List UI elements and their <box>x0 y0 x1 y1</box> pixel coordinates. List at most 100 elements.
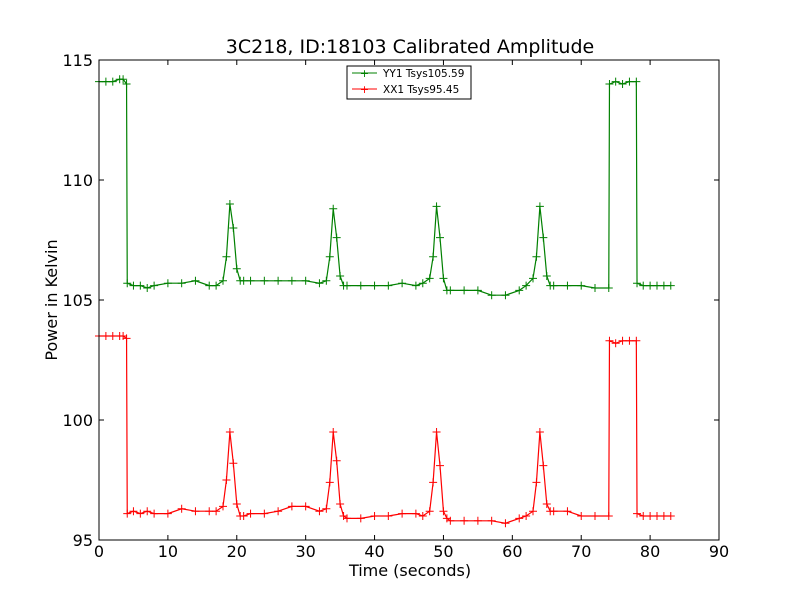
data-point-xx1 <box>356 514 365 523</box>
y-tick-label: 100 <box>62 411 93 430</box>
data-point-yy1 <box>501 291 510 300</box>
data-point-yy1 <box>329 204 338 213</box>
data-point-xx1 <box>639 512 648 520</box>
data-point-yy1 <box>122 80 131 88</box>
data-point-xx1 <box>611 339 620 348</box>
data-point-yy1 <box>398 279 407 288</box>
data-point-xx1 <box>515 514 524 523</box>
data-point-yy1 <box>646 281 655 290</box>
data-point-xx1 <box>205 507 214 516</box>
data-point-xx1 <box>460 516 469 525</box>
data-point-xx1 <box>529 507 537 516</box>
data-point-xx1 <box>632 336 641 345</box>
data-point-yy1 <box>260 276 269 285</box>
data-point-xx1 <box>301 502 310 511</box>
data-point-xx1 <box>246 509 255 518</box>
data-point-yy1 <box>343 281 351 290</box>
data-point-yy1 <box>639 281 648 290</box>
data-point-yy1 <box>605 80 614 88</box>
data-point-xx1 <box>439 507 448 516</box>
data-point-yy1 <box>332 233 341 242</box>
data-point-yy1 <box>222 252 231 261</box>
data-point-yy1 <box>439 274 448 283</box>
data-point-yy1 <box>336 272 345 280</box>
x-tick-label: 30 <box>295 542 315 561</box>
y-tick-label: 105 <box>62 291 93 310</box>
series-layer <box>95 75 675 528</box>
data-point-yy1 <box>177 279 186 288</box>
data-point-xx1 <box>370 512 379 520</box>
data-point-yy1 <box>653 281 661 290</box>
data-point-xx1 <box>577 512 586 520</box>
data-point-yy1 <box>411 281 420 290</box>
data-point-yy1 <box>611 77 620 86</box>
data-point-xx1 <box>605 336 614 345</box>
data-point-yy1 <box>239 276 248 285</box>
x-tick-label: 60 <box>502 542 522 561</box>
y-tick-label: 115 <box>62 51 93 70</box>
legend: + YY1 Tsys105.59 + XX1 Tsys95.45 <box>346 65 472 100</box>
data-point-xx1 <box>446 516 455 525</box>
data-point-yy1 <box>246 276 255 285</box>
data-point-xx1 <box>122 334 131 343</box>
data-point-xx1 <box>659 512 668 520</box>
data-point-xx1 <box>653 512 661 520</box>
x-tick-label: 10 <box>158 542 178 561</box>
data-point-xx1 <box>398 509 407 518</box>
data-point-yy1 <box>535 202 544 211</box>
data-point-xx1 <box>432 428 441 436</box>
data-point-yy1 <box>191 276 200 285</box>
data-point-yy1 <box>542 272 551 280</box>
data-point-yy1 <box>322 276 331 285</box>
data-point-xx1 <box>212 507 221 516</box>
x-tick-label: 70 <box>571 542 591 561</box>
data-point-xx1 <box>418 512 427 520</box>
data-point-xx1 <box>591 512 599 520</box>
data-point-yy1 <box>205 281 214 290</box>
data-point-xx1 <box>563 507 572 516</box>
data-point-xx1 <box>143 507 152 516</box>
data-point-yy1 <box>563 281 572 290</box>
data-point-xx1 <box>332 456 341 465</box>
data-point-xx1 <box>343 514 351 523</box>
data-point-yy1 <box>432 202 441 211</box>
data-point-yy1 <box>123 279 132 288</box>
data-point-xx1 <box>436 461 444 470</box>
data-point-xx1 <box>101 332 110 340</box>
data-point-yy1 <box>418 279 427 288</box>
data-point-xx1 <box>411 509 420 518</box>
data-point-yy1 <box>659 281 668 290</box>
data-point-xx1 <box>222 476 231 484</box>
data-point-yy1 <box>425 274 434 283</box>
data-point-yy1 <box>618 80 627 88</box>
data-point-yy1 <box>549 281 558 290</box>
data-point-xx1 <box>129 507 138 516</box>
data-point-xx1 <box>549 507 558 516</box>
data-point-yy1 <box>274 276 283 285</box>
data-point-xx1 <box>325 478 334 487</box>
data-point-xx1 <box>625 336 634 345</box>
data-point-yy1 <box>515 286 524 295</box>
data-point-yy1 <box>163 279 172 288</box>
x-tick-label: 90 <box>709 542 729 561</box>
data-point-yy1 <box>446 286 455 295</box>
data-point-yy1 <box>529 274 537 283</box>
x-tick-label: 50 <box>433 542 453 561</box>
data-point-xx1 <box>384 512 393 520</box>
data-point-xx1 <box>646 512 655 520</box>
legend-box <box>346 65 472 100</box>
data-point-yy1 <box>225 200 234 208</box>
data-point-xx1 <box>618 336 627 345</box>
data-point-yy1 <box>136 281 145 290</box>
data-point-xx1 <box>239 512 248 520</box>
legend-marker-yy1: + <box>360 67 369 80</box>
data-point-yy1 <box>384 281 393 290</box>
data-point-yy1 <box>625 77 634 86</box>
data-point-xx1 <box>274 507 283 516</box>
data-point-xx1 <box>219 502 227 511</box>
data-point-yy1 <box>577 281 586 290</box>
data-point-yy1 <box>315 279 324 288</box>
data-point-xx1 <box>425 507 434 516</box>
data-point-xx1 <box>191 507 200 516</box>
